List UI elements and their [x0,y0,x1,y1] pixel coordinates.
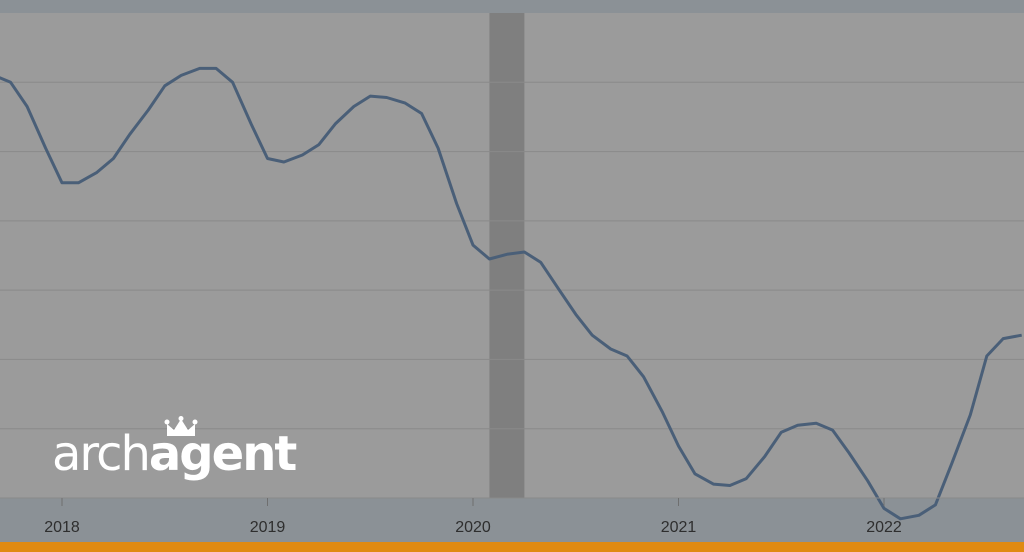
x-tick-label: 2022 [866,519,902,536]
logo-text-light: arch [52,426,151,482]
archagent-logo: archagent [52,416,322,488]
x-tick-label: 2020 [455,519,491,536]
series-line [0,66,1022,521]
x-tick-label: 2021 [661,519,697,536]
x-tick-label: 2018 [44,519,80,536]
logo-text-bold: agent [148,426,297,482]
logo-wordmark: archagent [52,424,297,484]
series-lines [0,66,1022,521]
crown-icon [164,416,198,436]
x-tick-label: 2019 [250,519,286,536]
accent-bar [0,542,1024,552]
x-axis-ticks: 2018 2019 2020 2021 2022 [44,498,902,536]
